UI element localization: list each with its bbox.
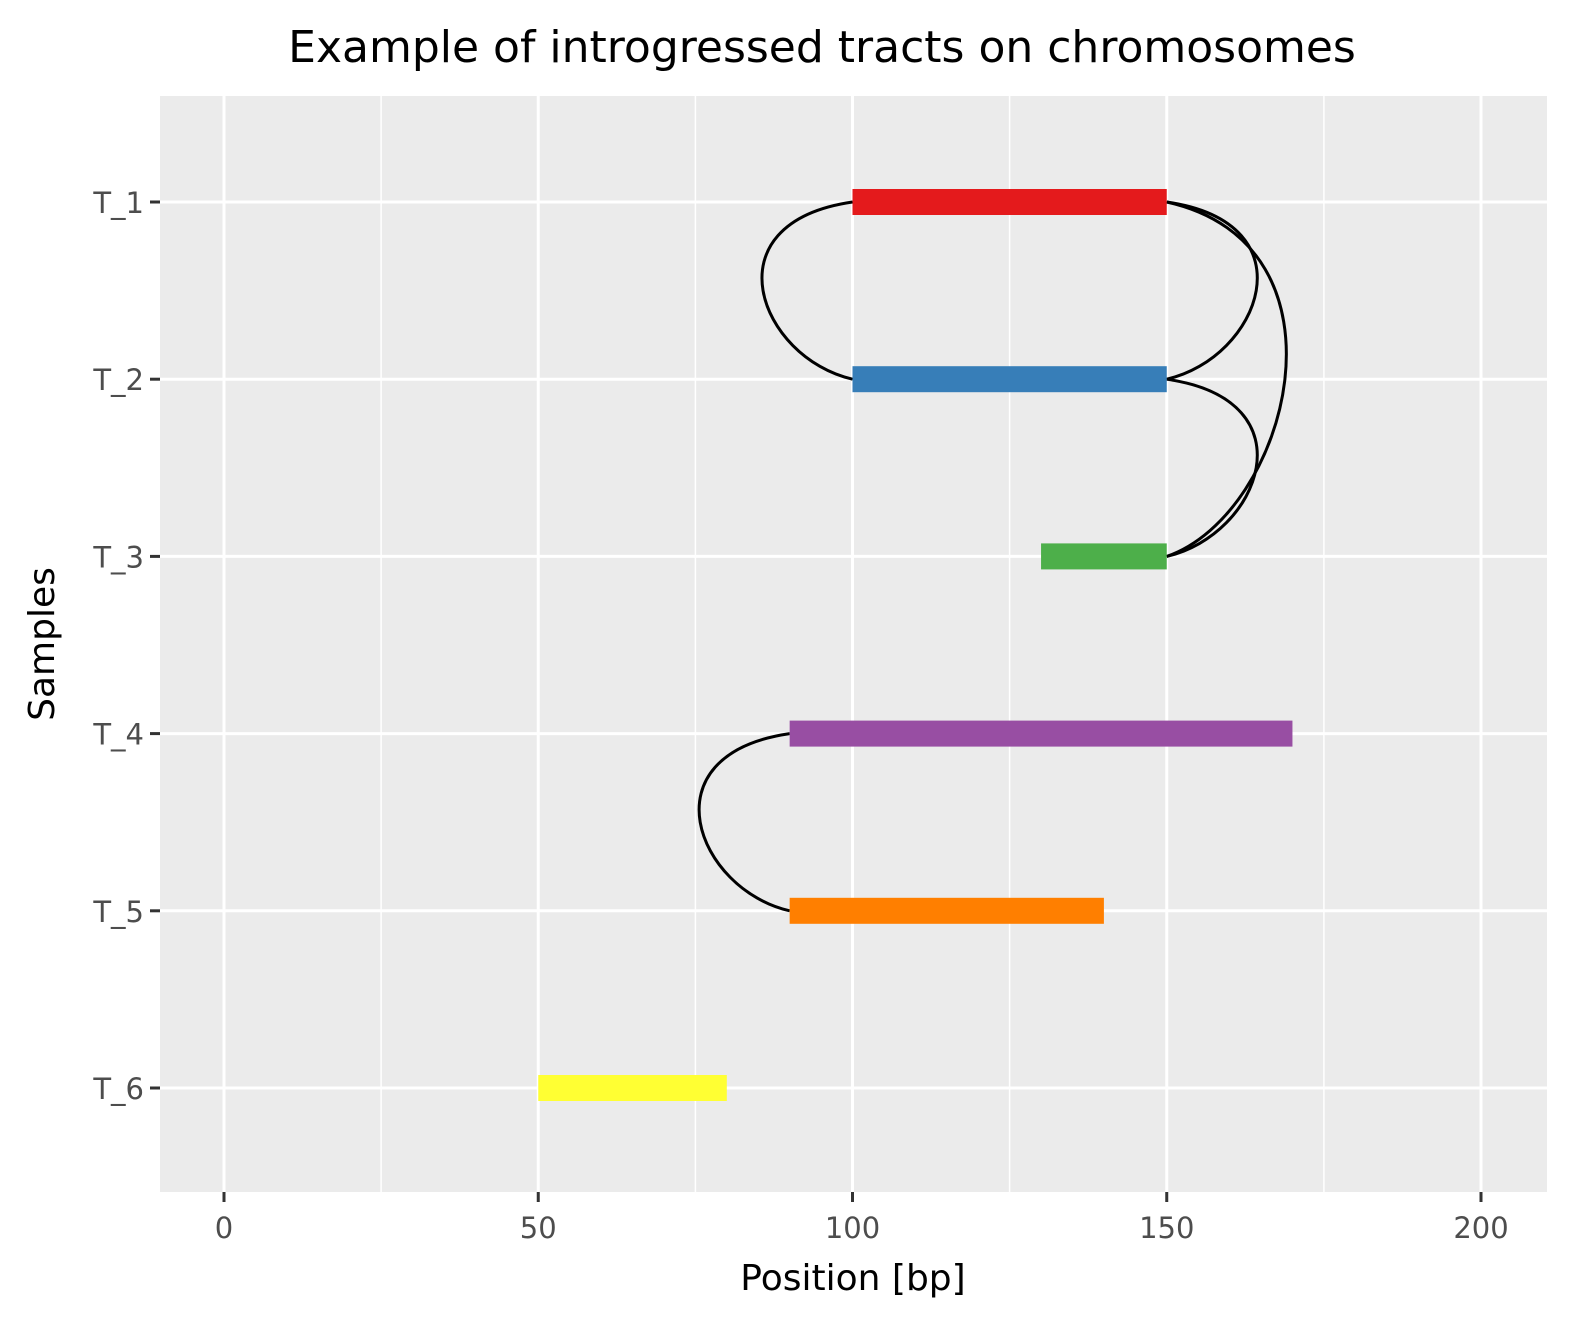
y-axis: T_1 T_2 T_3 T_4 T_5 T_6 — [92, 186, 160, 1106]
link-T_1-T_3-right — [1166, 200, 1288, 558]
x-tick-label-150: 150 — [1139, 1211, 1194, 1245]
y-axis-label: Samples — [22, 567, 63, 721]
x-axis-label: Position [bp] — [740, 1258, 965, 1299]
link-T_4-T_5-left — [697, 732, 790, 913]
y-tick-label-T_1: T_1 — [92, 186, 144, 220]
x-tick-label-0: 0 — [215, 1211, 233, 1245]
chart-title: Example of introgressed tracts on chromo… — [288, 22, 1356, 73]
tract-T_4 — [789, 720, 1293, 747]
tract-T_6 — [538, 1075, 727, 1101]
y-tick-label-T_5: T_5 — [92, 895, 144, 929]
y-tick-label-T_6: T_6 — [92, 1072, 144, 1106]
x-tick-label-200: 200 — [1453, 1211, 1508, 1245]
x-tick-label-100: 100 — [825, 1211, 880, 1245]
y-tick-label-T_4: T_4 — [92, 718, 144, 752]
x-tick-label-50: 50 — [520, 1211, 557, 1245]
x-axis: 0 50 100 150 200 — [215, 1192, 1509, 1245]
link-T_1-T_2-left — [760, 200, 853, 381]
tract-T_5 — [789, 897, 1104, 924]
tract-T_3 — [1041, 543, 1167, 570]
grid-minor — [380, 96, 1325, 1192]
tract-T_1 — [852, 189, 1167, 215]
link-T_2-T_3-right — [1166, 377, 1259, 558]
y-tick-label-T_3: T_3 — [92, 540, 144, 574]
link-T_1-T_2-right — [1166, 200, 1259, 381]
y-tick-label-T_2: T_2 — [92, 363, 144, 397]
tract-T_2 — [852, 366, 1167, 393]
link-curves — [697, 200, 1288, 913]
tract-segments — [538, 189, 1293, 1101]
